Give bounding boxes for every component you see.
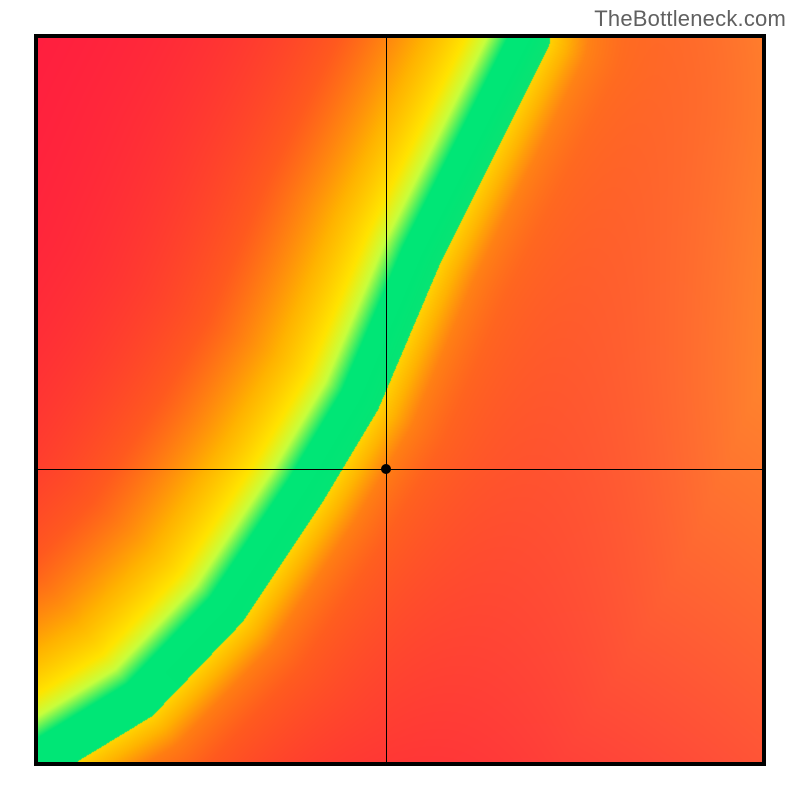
plot-frame [34,34,766,766]
crosshair-vertical [386,38,387,762]
crosshair-horizontal [38,469,762,470]
crosshair-marker [381,464,391,474]
heatmap-canvas [38,38,762,762]
watermark: TheBottleneck.com [594,6,786,32]
